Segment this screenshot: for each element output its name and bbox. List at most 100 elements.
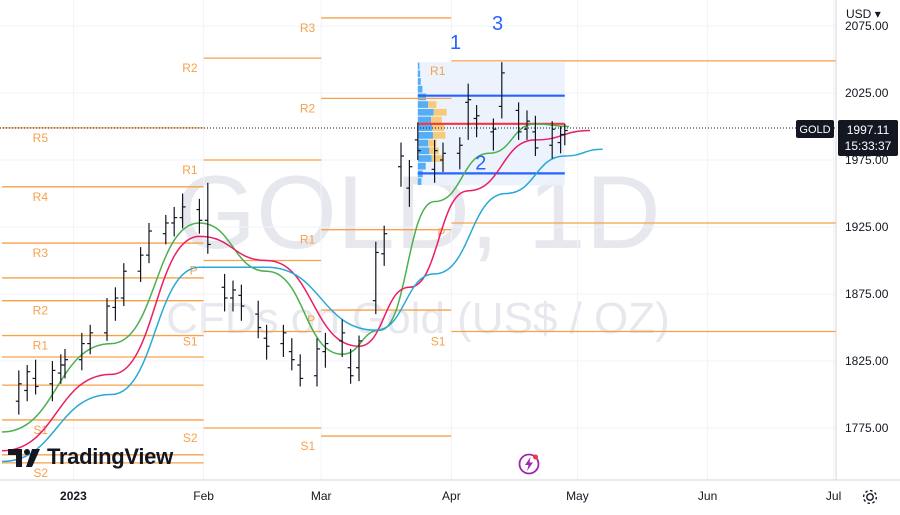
ohlc-bar [372,241,379,315]
ohlc-bar [498,62,505,119]
ohlc-bar [322,332,329,368]
price-axis-label: 2025.00 [845,86,889,100]
lightning-icon[interactable] [518,453,540,475]
ohlc-bar [87,324,94,355]
ohlc-bar [515,102,522,140]
pivot-label: S1 [33,423,48,437]
ohlc-bar [196,198,203,234]
price-axis-label: 1825.00 [845,354,889,368]
chevron-down-icon: ▾ [874,7,881,21]
wave-label: 1 [450,32,461,54]
volume-profile-row-va [431,155,443,162]
logo-text: TradingView [47,444,173,469]
pivot-label: R1 [33,339,49,353]
symbol-tag-text: GOLD [799,124,830,136]
pivot-label: R5 [33,131,49,145]
pivot-label: P [190,264,198,278]
pivot-label: R3 [300,21,316,35]
time-axis-label: 2023 [60,489,87,503]
ohlc-bar [57,354,64,384]
ohlc-bar [532,115,539,156]
volume-profile-row-va [428,101,437,108]
price-axis-label: 2075.00 [845,19,889,33]
pivot-label: P [307,313,315,327]
time-axis-label: Apr [442,489,461,503]
ohlc-bar [431,139,438,183]
volume-profile-row [417,101,429,108]
volume-profile-row [417,116,431,124]
volume-profile-row [417,93,427,101]
price-axis[interactable]: 2075.00 2025.00 1975.00 1925.00 1875.00 1825.… [845,19,889,435]
ohlc-bar [549,121,556,159]
ohlc-bar [112,287,119,321]
ohlc-bar [179,193,186,229]
ohlc-bar [339,319,346,357]
ohlc-bar [456,137,463,170]
currency-label: USD [846,7,872,21]
pivot-label: S1 [431,335,446,349]
ohlc-bar [473,105,480,138]
pivot-label: S2 [183,431,198,445]
pivot-label: S2 [33,466,48,480]
ohlc-bar [78,332,85,371]
moving-average-line [1,129,591,452]
pivot-label: R2 [182,61,198,75]
volume-profile-row [417,78,421,85]
ohlc-bar [15,370,22,415]
ohlc-bar [255,300,262,339]
ohlc-bar [171,206,178,237]
wave-label: 3 [492,13,503,35]
price-axis-label: 1925.00 [845,220,889,234]
volume-profile-row [417,147,430,155]
wave-labels: 1 2 3 [450,13,503,174]
time-axis-label: Jun [698,489,717,503]
last-price-marker: GOLD 1997.11 15:33:37 [796,120,898,156]
ohlc-bar [465,83,472,140]
ohlc-bar [137,247,144,282]
ohlc-bar [32,359,39,395]
price-tag-value: 1997.11 [847,123,890,137]
pivot-label: S1 [301,439,316,453]
ohlc-bar [120,263,127,307]
price-tag [838,120,898,156]
price-axis-label: 1875.00 [845,287,889,301]
pivot-label: R4 [33,190,49,204]
time-axis-label: Feb [193,489,214,503]
ohlc-bar [238,284,245,321]
ohlc-bar [356,335,362,382]
ohlc-bar [440,142,446,173]
time-axis[interactable]: 2023 Feb Mar Apr May Jun Jul [60,489,841,503]
gear-icon[interactable] [860,487,880,507]
symbol-tag [796,120,834,138]
ohlc-bar [280,324,287,357]
price-axis-label: 1775.00 [845,421,889,435]
volume-profile-row [417,155,432,162]
time-axis-label: Jul [826,489,841,503]
ohlc-bar [263,324,270,360]
wave-label: 2 [475,152,486,174]
volume-profile-row [417,70,421,78]
ohlc-bar [490,118,497,151]
volume-profile-row-va [428,139,437,147]
pivot-label: R3 [33,246,49,260]
tradingview-logo: TradingView [8,444,173,470]
ohlc-bar [524,110,530,140]
volume-profile-row-va [432,132,446,139]
time-axis-label: Mar [311,489,332,503]
ohlc-bar [381,225,388,266]
volume-profile-row-va [433,108,447,116]
ohlc-bar [104,298,110,341]
ohlc-bar [288,338,295,371]
ohlc-bar [49,361,56,402]
volume-profile-row [417,162,426,170]
pivot-label: R1 [300,233,316,247]
volume-profile-row [417,124,433,132]
currency-selector[interactable]: USD ▾ [842,5,885,23]
ohlc-bar [314,338,320,387]
ohlc-bar [297,354,304,387]
ohlc-bar [414,122,421,160]
watermark-description: CFDs on Gold (US$ / OZ) [166,294,670,343]
